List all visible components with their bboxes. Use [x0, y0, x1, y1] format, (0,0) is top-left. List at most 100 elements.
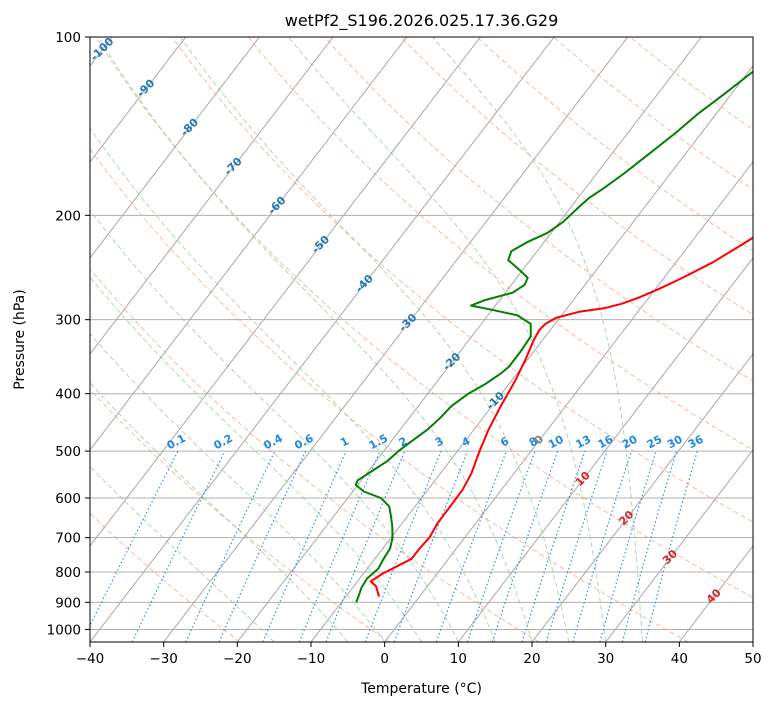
mixing-ratio-label: 30 [665, 433, 685, 452]
plot-frame [89, 36, 754, 643]
temperature-profile-line [369, 236, 753, 597]
x-axis-label: Temperature (°C) [360, 681, 482, 697]
dry-adiabat-line [248, 37, 753, 451]
mixing-ratio-line [262, 450, 347, 642]
y-tick-label: 500 [55, 444, 81, 460]
isotherm-line [605, 449, 753, 642]
mixing-ratio-label: 0.2 [212, 432, 235, 453]
dry-adiabat-line [90, 512, 241, 642]
mixing-ratio-line [131, 450, 226, 642]
isotherm-line [236, 37, 702, 642]
y-tick-label: 900 [55, 595, 81, 611]
isotherm-line [384, 161, 753, 642]
x-tick-label: −20 [223, 651, 252, 667]
dry-adiabat-line [90, 267, 540, 642]
isotherm-label: -80 [178, 116, 201, 139]
dry-adiabat-line [95, 37, 753, 599]
mixing-ratio-label: 10 [546, 433, 566, 452]
isotherm-line [531, 353, 753, 642]
isotherm-line [457, 257, 753, 642]
mixing-ratio-line [298, 450, 381, 642]
mixing-ratio-label: 3 [433, 434, 446, 449]
dry-adiabat-line [553, 37, 753, 190]
skewed-isotherms [90, 37, 753, 642]
dry-adiabat-line [171, 37, 753, 523]
mixing-ratio-line [572, 450, 632, 642]
axes: −40 −30 −20 −10 0 10 20 30 40 50 100 200 300 400 500 60… [47, 30, 762, 667]
x-tick-label: −30 [149, 651, 178, 667]
mixing-ratio-label: 2 [397, 434, 410, 449]
mixing-ratio-label: 1 [338, 434, 351, 449]
y-tick-label: 1000 [47, 622, 81, 638]
x-tick-label: 0 [380, 651, 389, 667]
mixing-ratio-line [621, 450, 678, 642]
y-tick-label: 200 [55, 208, 81, 224]
mixing-ratio-label: 4 [460, 434, 473, 449]
mixing-ratio-line [364, 450, 442, 642]
dewpoint-profile-line [354, 70, 753, 603]
isotherm-line [678, 545, 753, 642]
x-tick-label: 50 [744, 651, 761, 667]
isotherm-label: -50 [309, 233, 332, 256]
moist-adiabat-line [90, 332, 386, 642]
isotherm-label: 10 [573, 469, 593, 489]
y-tick-label: 800 [55, 565, 81, 581]
mixing-ratio-label: 1.5 [367, 432, 390, 453]
mixing-ratio-line [491, 450, 559, 642]
mixing-ratio-line [218, 450, 307, 642]
dry-adiabat-line [400, 37, 753, 316]
mixing-ratio-label: 16 [596, 432, 616, 451]
isotherm-line [163, 37, 629, 642]
moist-adiabat-line [90, 465, 275, 642]
moist-adiabat-line [90, 127, 496, 642]
mixing-ratio-line [521, 450, 586, 642]
mixing-ratio-label: 13 [574, 433, 594, 452]
mixing-ratio-label: 25 [645, 433, 665, 452]
moist-adiabat-line [432, 37, 643, 642]
moist-adiabat-line [97, 37, 533, 642]
chart-title: wetPf2_S196.2026.025.17.36.G29 [285, 11, 559, 31]
mixing-ratio-line [435, 450, 507, 642]
x-tick-label: 20 [523, 651, 540, 667]
mixing-ratio-line [393, 450, 469, 642]
x-tick-label: 40 [671, 651, 688, 667]
x-tick-label: −10 [297, 651, 326, 667]
mixing-ratio-lines [90, 450, 698, 642]
isotherm-line [310, 64, 753, 642]
isotherm-line [752, 641, 753, 642]
mixing-ratio-label: 20 [620, 433, 640, 452]
mixing-ratio-line [599, 450, 657, 642]
dry-adiabat-line [90, 147, 689, 642]
moist-adiabats [90, 37, 643, 642]
isotherm-label: -10 [484, 389, 507, 412]
mixing-ratio-line [466, 450, 536, 642]
isotherm-label: -70 [222, 155, 245, 178]
dry-adiabat-line [476, 37, 753, 252]
dry-adiabat-line [90, 388, 390, 642]
moist-adiabat-line [90, 276, 422, 642]
isotherm-line [90, 37, 408, 451]
y-tick-label: 600 [55, 491, 81, 507]
mixing-ratio-label: 0.4 [262, 432, 286, 453]
x-tick-label: 10 [450, 651, 467, 667]
dry-adiabat-line [324, 37, 753, 382]
y-tick-label: 100 [55, 30, 81, 46]
y-tick-label: 700 [55, 531, 81, 547]
isotherm-label: 30 [660, 547, 680, 567]
mixing-ratio-line [545, 450, 608, 642]
isotherm-line [90, 37, 260, 259]
y-tick-label: 400 [55, 387, 81, 403]
isotherm-label: -30 [396, 311, 419, 334]
x-tick-label: −40 [76, 651, 105, 667]
isotherm-label: 40 [704, 586, 724, 606]
mixing-ratio-line [90, 450, 179, 627]
moist-adiabat-line [179, 37, 570, 642]
mixing-ratio-label: 36 [686, 432, 706, 451]
profile-series [354, 70, 753, 603]
isotherm-label: 20 [616, 508, 636, 528]
mixing-ratio-line [644, 450, 698, 642]
moist-adiabat-line [90, 209, 459, 642]
isotherm-label: -40 [353, 272, 376, 295]
mixing-ratio-label: 0.1 [165, 432, 188, 453]
